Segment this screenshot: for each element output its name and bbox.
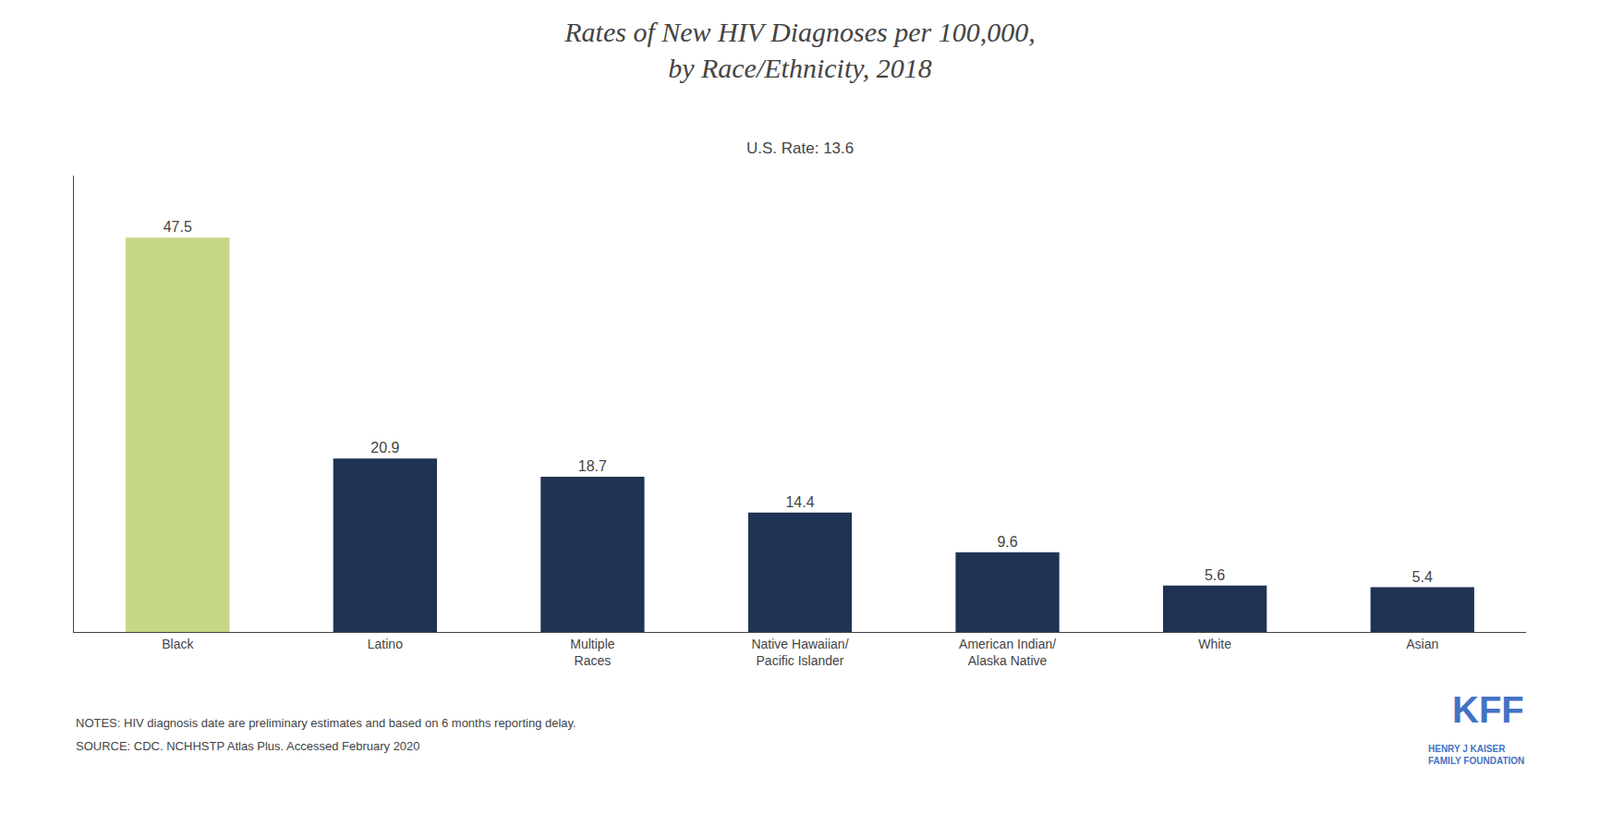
svg-text:14.4: 14.4 [785,494,814,510]
svg-text:5.4: 5.4 [1412,569,1433,585]
svg-text:NOTES: HIV diagnosis date are: NOTES: HIV diagnosis date are preliminar… [75,715,577,730]
svg-text:20.9: 20.9 [370,439,400,456]
svg-text:Latino: Latino [367,636,403,652]
svg-text:White: White [1198,636,1232,652]
svg-text:9.6: 9.6 [996,533,1018,550]
svg-text:18.7: 18.7 [578,458,607,474]
svg-text:5.6: 5.6 [1204,567,1225,583]
svg-text:MultipleRaces: MultipleRaces [569,636,615,668]
svg-text:Native Hawaiian/Pacific Island: Native Hawaiian/Pacific Islander [751,636,849,668]
svg-text:SOURCE: CDC. NCHHSTP Atlas Plu: SOURCE: CDC. NCHHSTP Atlas Plus. Accesse… [75,739,421,753]
svg-text:HENRY J KAISERFAMILY FOUNDATIO: HENRY J KAISERFAMILY FOUNDATION [1428,743,1525,766]
svg-text:American Indian/Alaska Native: American Indian/Alaska Native [958,636,1056,668]
svg-text:U.S. Rate: 13.6: U.S. Rate: 13.6 [746,139,854,158]
svg-text:Black: Black [161,636,194,652]
svg-text:Rates of New HIV Diagnoses per: Rates of New HIV Diagnoses per 100,000,b… [563,16,1035,84]
svg-text:47.5: 47.5 [163,218,193,235]
svg-text:KFF: KFF [1452,689,1525,730]
svg-text:Asian: Asian [1406,636,1439,652]
